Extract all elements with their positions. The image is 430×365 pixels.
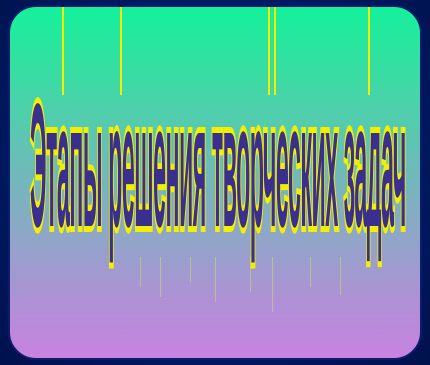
decor-stripe <box>215 257 216 302</box>
decor-stripe <box>140 257 141 287</box>
title-block: Этапы решения творческих задач <box>29 70 407 266</box>
decor-stripe <box>340 257 341 295</box>
decor-stripe <box>62 7 64 95</box>
decor-stripe <box>268 7 270 95</box>
decor-stripe <box>368 7 370 95</box>
decor-stripe <box>272 257 273 312</box>
decor-stripe <box>274 7 276 95</box>
decor-stripe <box>310 257 311 287</box>
decor-stripe <box>250 257 251 292</box>
gradient-panel <box>8 5 422 360</box>
decor-stripe <box>120 7 122 95</box>
page-title: Этапы решения творческих задач <box>29 70 407 266</box>
decor-stripe <box>160 257 161 297</box>
decor-stripe <box>190 257 191 282</box>
